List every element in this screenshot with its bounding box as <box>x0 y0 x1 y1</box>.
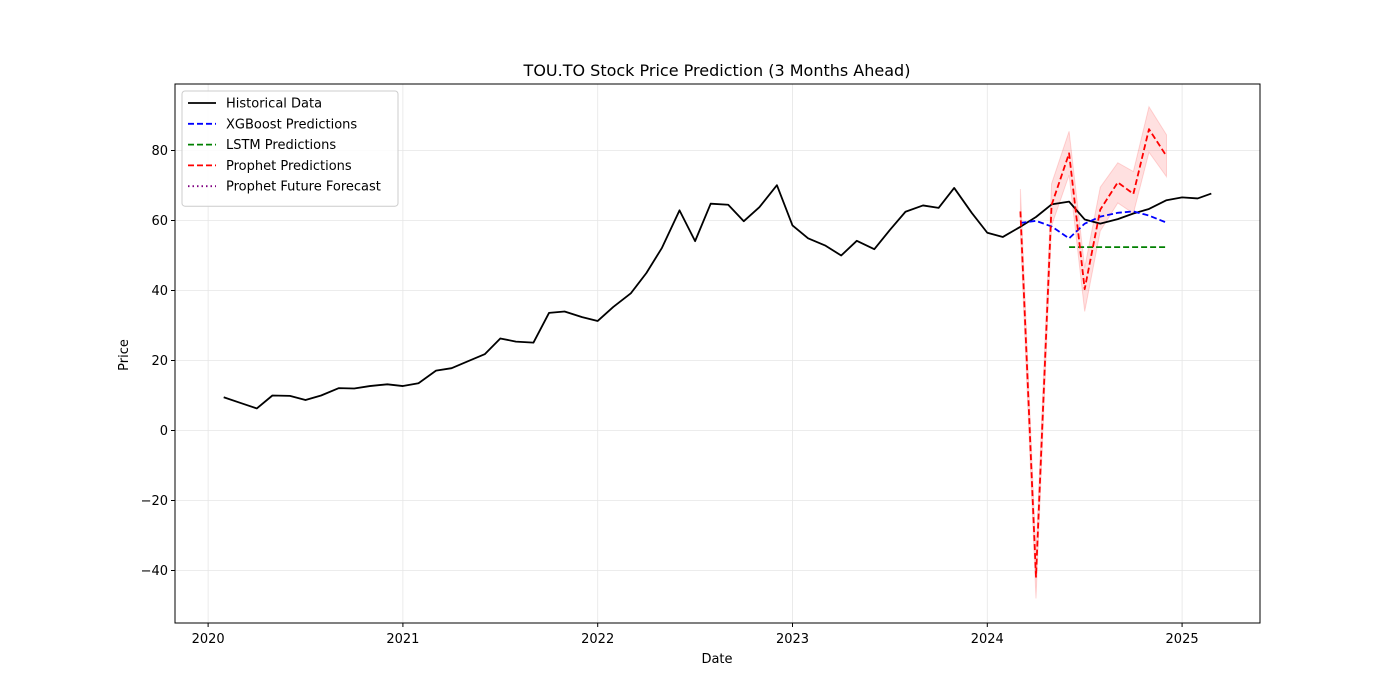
y-axis-label: Price <box>117 339 132 371</box>
plot-frame <box>174 83 1261 624</box>
series-line-xgboost-predictions <box>1020 210 1167 240</box>
legend-box <box>181 90 399 207</box>
legend-label: XGBoost Predictions <box>226 117 357 132</box>
y-tick-label: 40 <box>151 284 168 299</box>
x-tick-label: 2022 <box>581 632 614 647</box>
x-tick-label: 2020 <box>192 632 225 647</box>
legend: Historical Data XGBoost Predictions LSTM P… <box>181 90 399 207</box>
y-tick-label: 80 <box>151 144 168 159</box>
plot-area <box>223 105 1212 599</box>
legend-label: Historical Data <box>226 97 322 112</box>
y-tick-label: −40 <box>141 564 168 579</box>
series-line-prophet-predictions <box>1019 128 1168 578</box>
legend-label: Prophet Future Forecast <box>226 180 381 195</box>
x-tick-label: 2025 <box>1166 632 1199 647</box>
y-axis: −40 −20 0 20 40 60 80 <box>141 144 175 579</box>
legend-label: LSTM Predictions <box>226 138 336 153</box>
x-tick-label: 2024 <box>971 632 1004 647</box>
legend-label: Prophet Predictions <box>226 159 352 174</box>
x-axis-label: Date <box>701 652 732 667</box>
x-tick-label: 2021 <box>386 632 419 647</box>
grid <box>175 84 1260 623</box>
x-axis: 2020 2021 2022 2023 2024 2025 <box>192 623 1199 647</box>
series-line-historical-data <box>223 184 1212 410</box>
y-tick-label: −20 <box>141 494 168 509</box>
chart-title: TOU.TO Stock Price Prediction (3 Months … <box>523 61 911 80</box>
y-tick-label: 20 <box>151 354 168 369</box>
y-tick-label: 60 <box>151 214 168 229</box>
y-tick-label: 0 <box>160 424 168 439</box>
x-tick-label: 2023 <box>776 632 809 647</box>
